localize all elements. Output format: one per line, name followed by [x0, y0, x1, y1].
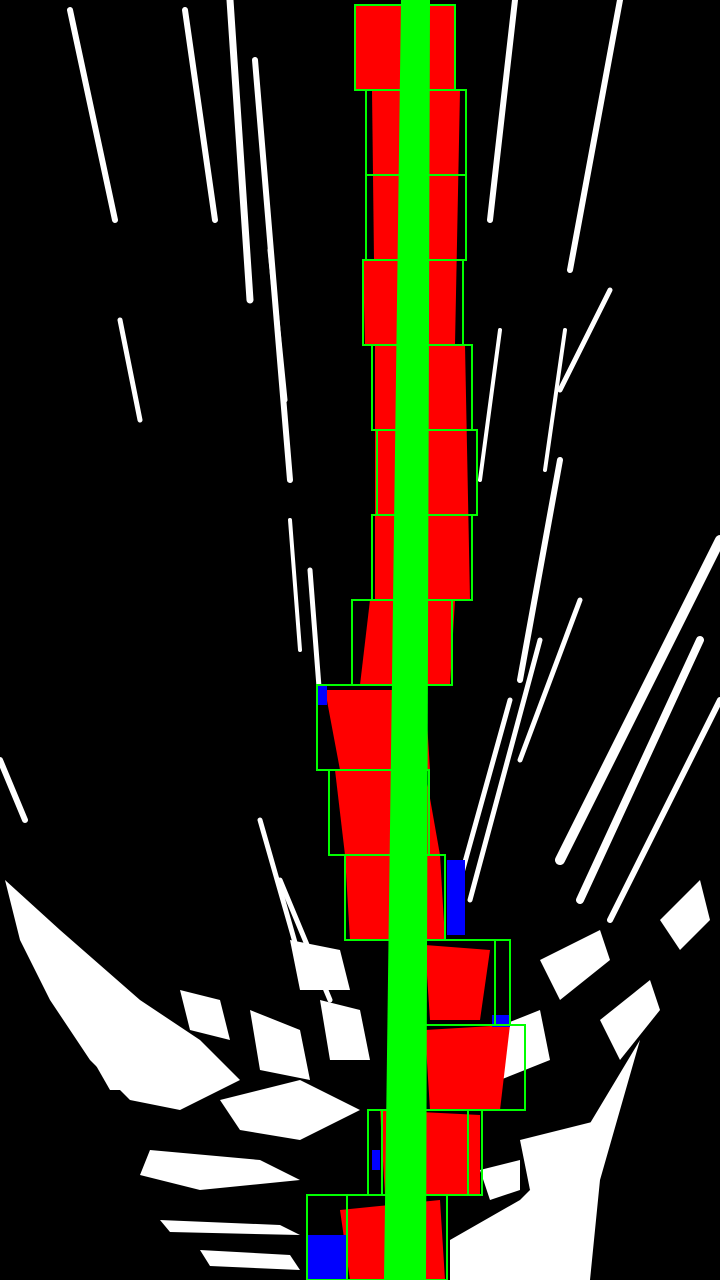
marking-streak	[557, 287, 613, 393]
marking-area	[480, 1160, 520, 1200]
marking-area	[200, 1250, 300, 1270]
secondary-pixel-band	[308, 1235, 348, 1280]
marking-streak	[117, 317, 143, 423]
lane-pixel-band	[363, 260, 383, 345]
marking-area	[5, 880, 240, 1110]
marking-streak	[567, 0, 623, 273]
marking-area	[320, 1000, 370, 1060]
marking-streak	[555, 535, 720, 865]
marking-area	[250, 1010, 310, 1080]
fitted-lane-line	[384, 0, 430, 1280]
marking-streak	[576, 636, 704, 904]
secondary-pixel-band	[317, 685, 327, 705]
marking-streak	[517, 597, 583, 763]
marking-area	[160, 1220, 300, 1235]
marking-streak	[457, 697, 513, 883]
marking-streak	[543, 328, 567, 472]
search-window	[381, 1109, 483, 1196]
marking-area	[70, 1020, 150, 1090]
marking-streak	[467, 637, 543, 903]
marking-streak	[487, 0, 518, 223]
secondary-pixels	[308, 685, 510, 1280]
marking-streak	[478, 328, 502, 482]
marking-streak	[288, 518, 302, 652]
lane-pixel-band	[355, 5, 383, 90]
marking-streak	[0, 757, 28, 823]
secondary-pixel-band	[372, 1150, 380, 1170]
marking-streak	[226, 0, 254, 304]
marking-area	[140, 1150, 300, 1190]
marking-streak	[67, 7, 118, 223]
marking-area	[180, 990, 230, 1040]
marking-area	[290, 940, 350, 990]
marking-area	[540, 930, 610, 1000]
marking-area	[220, 1080, 360, 1140]
secondary-pixel-band	[447, 860, 465, 935]
marking-area	[520, 1120, 600, 1190]
marking-streak	[307, 567, 323, 703]
marking-streak	[607, 697, 720, 923]
lane-pixel-band	[425, 945, 490, 1020]
marking-streak	[517, 457, 563, 683]
marking-area	[450, 1040, 640, 1280]
marking-streak	[267, 247, 288, 403]
lane-pixel-band	[425, 1025, 510, 1110]
marking-streak	[182, 7, 218, 223]
marking-area	[660, 880, 710, 950]
marking-streak	[257, 817, 303, 963]
marking-area	[600, 980, 660, 1060]
